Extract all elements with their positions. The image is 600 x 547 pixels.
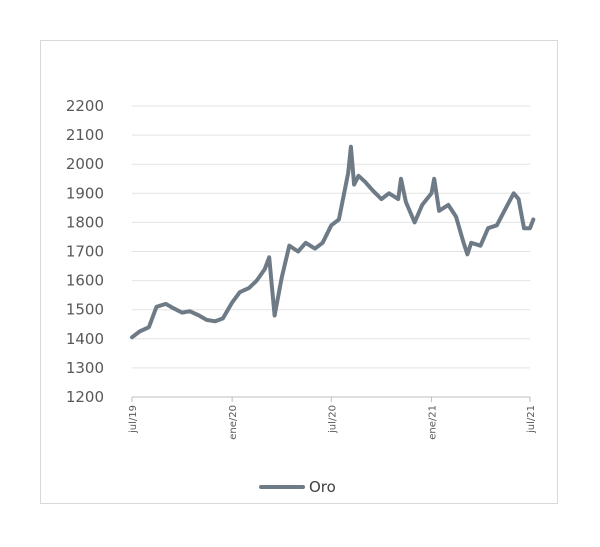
series-line-oro — [130, 144, 536, 340]
chart-svg: 2200 2100 2000 1900 1800 1700 1600 1500 1400 1300… — [66, 97, 537, 496]
y-tick-label: 1900 — [66, 184, 104, 202]
x-tick-label: jul/21 — [526, 405, 537, 434]
legend-label: Oro — [309, 478, 336, 496]
y-tick-label: 1200 — [66, 388, 104, 406]
x-tick-label: jul/20 — [327, 405, 338, 434]
chart-frame: 2200 2100 2000 1900 1800 1700 1600 1500 1400 1300… — [40, 40, 558, 504]
y-tick-label: 1300 — [66, 359, 104, 377]
y-axis-ticks: 2200 2100 2000 1900 1800 1700 1600 1500 1400 1300… — [66, 97, 104, 406]
y-tick-label: 1500 — [66, 301, 104, 319]
x-tick-label: jul/19 — [128, 405, 139, 434]
y-tick-label: 1700 — [66, 243, 104, 261]
x-axis-ticks: jul/19 ene/20 jul/20 ene/21 jul/21 — [128, 397, 537, 440]
gridlines — [132, 105, 530, 398]
y-tick-label: 1600 — [66, 272, 104, 290]
legend: Oro — [259, 478, 336, 496]
x-tick-label: ene/21 — [427, 405, 438, 440]
y-tick-label: 1800 — [66, 213, 104, 231]
y-tick-label: 2100 — [66, 126, 104, 144]
y-tick-label: 1400 — [66, 330, 104, 348]
x-tick-label: ene/20 — [228, 405, 239, 440]
y-tick-label: 2000 — [66, 155, 104, 173]
y-tick-label: 2200 — [66, 97, 104, 115]
